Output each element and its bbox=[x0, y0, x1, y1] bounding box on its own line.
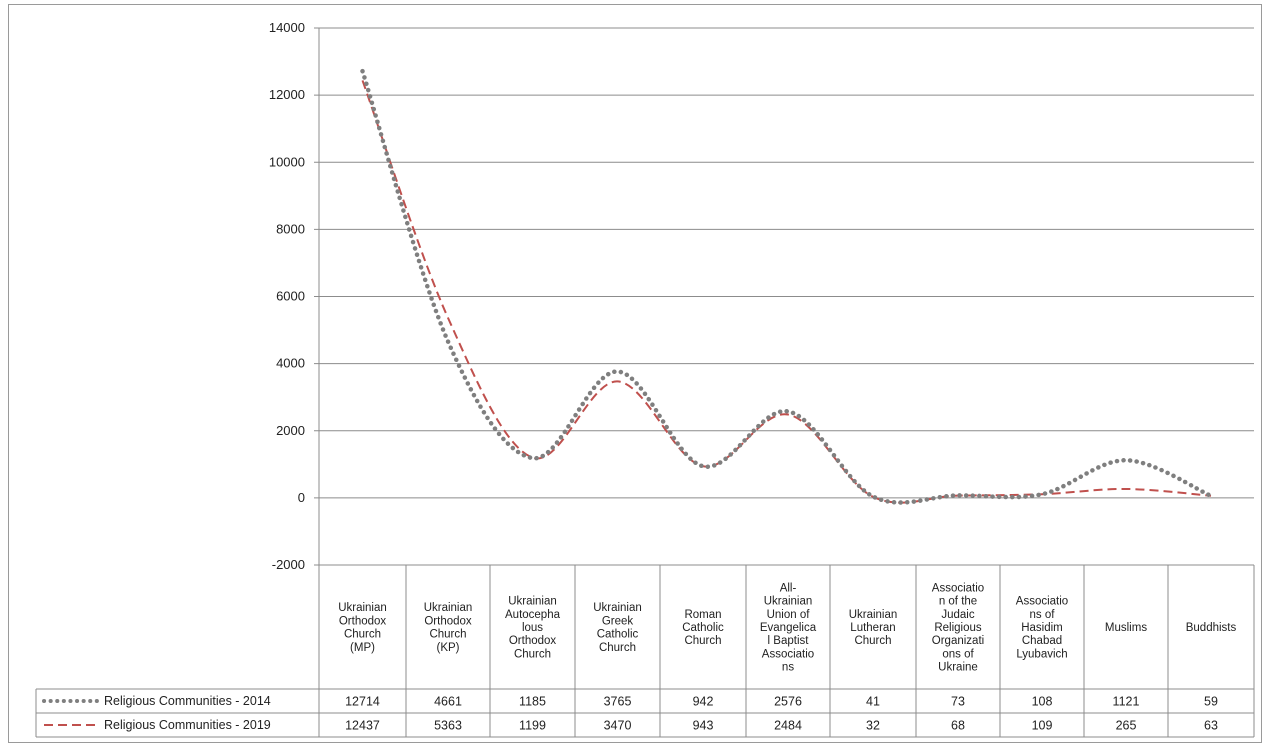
category-label-line: Orthodox bbox=[509, 635, 557, 647]
table-value: 1185 bbox=[519, 695, 546, 709]
y-tick-label: 0 bbox=[298, 490, 305, 505]
category-label-line: Lyubavich bbox=[1016, 648, 1067, 660]
table-value: 2484 bbox=[774, 719, 802, 733]
table-value: 109 bbox=[1032, 719, 1053, 733]
table-value: 41 bbox=[866, 695, 880, 709]
table-value: 5363 bbox=[434, 719, 462, 733]
table-value: 1199 bbox=[519, 719, 546, 733]
legend-label-2: Religious Communities - 2019 bbox=[104, 718, 271, 732]
category-label-line: Ukrainian bbox=[338, 602, 387, 614]
category-label-line: Orthodox bbox=[424, 615, 472, 627]
y-tick-label: 12000 bbox=[269, 87, 305, 102]
category-label-line: Church bbox=[429, 629, 466, 641]
category-label-line: Roman bbox=[684, 609, 721, 621]
category-label-line: Greek bbox=[602, 615, 634, 627]
category-label-line: Associatio bbox=[762, 648, 814, 660]
y-tick-label: 14000 bbox=[269, 20, 305, 35]
table-value: 3470 bbox=[604, 719, 632, 733]
category-label-line: Orthodox bbox=[339, 615, 387, 627]
table-value: 59 bbox=[1204, 695, 1218, 709]
y-tick-label: 4000 bbox=[276, 356, 305, 371]
table-value: 942 bbox=[693, 695, 714, 709]
category-label: Buddhists bbox=[1186, 622, 1237, 634]
category-label-line: Church bbox=[684, 635, 721, 647]
category-label-line: Ukrainian bbox=[424, 602, 473, 614]
table-value: 2576 bbox=[774, 695, 802, 709]
category-label: Ukrainian Greek Catholic Church bbox=[593, 602, 642, 654]
category-label-line: Autocepha bbox=[505, 609, 561, 621]
category-label-line: ns of bbox=[1030, 609, 1056, 621]
category-label-line: n of the bbox=[939, 596, 977, 608]
category-label-line: Associatio bbox=[1016, 596, 1068, 608]
category-label-line: Chabad bbox=[1022, 635, 1062, 647]
category-label-line: ns bbox=[782, 662, 794, 674]
category-label: Ukrainian Lutheran Church bbox=[849, 609, 898, 647]
category-label-line: Muslims bbox=[1105, 622, 1147, 634]
table-value: 1121 bbox=[1113, 695, 1140, 709]
category-label-line: Religious bbox=[934, 622, 982, 634]
series-line-2 bbox=[361, 80, 1212, 504]
category-label-line: Hasidim bbox=[1021, 622, 1063, 634]
category-label: Associatio ns of Hasidim Chabad Lyubavich bbox=[1016, 596, 1068, 661]
category-label: Associatio n of the Judaic Religious Organiz… bbox=[932, 582, 984, 673]
category-label: Muslims bbox=[1105, 622, 1147, 634]
category-label-line: Ukrainian bbox=[849, 609, 898, 621]
table-value: 943 bbox=[693, 719, 714, 733]
category-label-line: Church bbox=[514, 648, 551, 660]
table-value: 108 bbox=[1032, 695, 1053, 709]
category-label-line: (KP) bbox=[437, 642, 460, 654]
category-label-line: l Baptist bbox=[768, 635, 810, 647]
category-label: Ukrainian Autocepha lous Orthodox Church bbox=[505, 596, 561, 661]
y-tick-label: 6000 bbox=[276, 289, 305, 304]
chart-frame bbox=[8, 4, 1262, 743]
category-label-line: Ukrainian bbox=[593, 602, 642, 614]
category-label-line: All- bbox=[780, 582, 797, 594]
gridlines bbox=[314, 27, 1254, 566]
category-label-line: Union of bbox=[767, 609, 811, 621]
category-label-line: Evangelica bbox=[760, 622, 817, 634]
category-label: All- Ukrainian Union of Evangelica l Baptist… bbox=[760, 582, 817, 673]
category-label-line: Church bbox=[599, 642, 636, 654]
table-value: 32 bbox=[866, 719, 880, 733]
category-label-line: ons of bbox=[942, 648, 974, 660]
category-label-line: Ukrainian bbox=[764, 596, 813, 608]
category-label-line: Ukraine bbox=[938, 662, 978, 674]
category-label-line: Associatio bbox=[932, 582, 984, 594]
category-label-line: Church bbox=[344, 629, 381, 641]
series-lines bbox=[360, 68, 1214, 505]
category-label-line: Buddhists bbox=[1186, 622, 1237, 634]
category-label: Roman Catholic Church bbox=[682, 609, 724, 647]
category-label-line: Catholic bbox=[597, 629, 639, 641]
table-value: 73 bbox=[951, 695, 965, 709]
y-tick-label: 8000 bbox=[276, 221, 305, 236]
table-value: 68 bbox=[951, 719, 965, 733]
table-value: 265 bbox=[1116, 719, 1137, 733]
category-label-line: Church bbox=[854, 635, 891, 647]
table-value: 12437 bbox=[345, 719, 380, 733]
category-label-line: Catholic bbox=[682, 622, 724, 634]
category-label-line: Organizati bbox=[932, 635, 984, 647]
legend-label-1: Religious Communities - 2014 bbox=[104, 694, 271, 708]
category-label-line: (MP) bbox=[350, 642, 375, 654]
table-value: 3765 bbox=[604, 695, 632, 709]
y-tick-label: 2000 bbox=[276, 423, 305, 438]
category-label: Ukrainian Orthodox Church (MP) bbox=[338, 602, 387, 654]
category-label-line: Judaic bbox=[941, 609, 974, 621]
y-axis-ticks: -2000 0 2000 4000 6000 8000 10000 12000 14000 bbox=[269, 20, 305, 572]
table-value: 12714 bbox=[345, 695, 380, 709]
category-label: Ukrainian Orthodox Church (KP) bbox=[424, 602, 473, 654]
table-value: 4661 bbox=[434, 695, 462, 709]
y-tick-label: 10000 bbox=[269, 154, 305, 169]
table-value: 63 bbox=[1204, 719, 1218, 733]
data-table: Ukrainian Orthodox Church (MP)Ukrainian Orth… bbox=[35, 564, 1255, 738]
series-line-1 bbox=[360, 68, 1214, 505]
category-label-line: Ukrainian bbox=[508, 596, 557, 608]
category-label-line: Lutheran bbox=[850, 622, 895, 634]
y-tick-label: -2000 bbox=[272, 557, 305, 572]
category-label-line: lous bbox=[522, 622, 543, 634]
